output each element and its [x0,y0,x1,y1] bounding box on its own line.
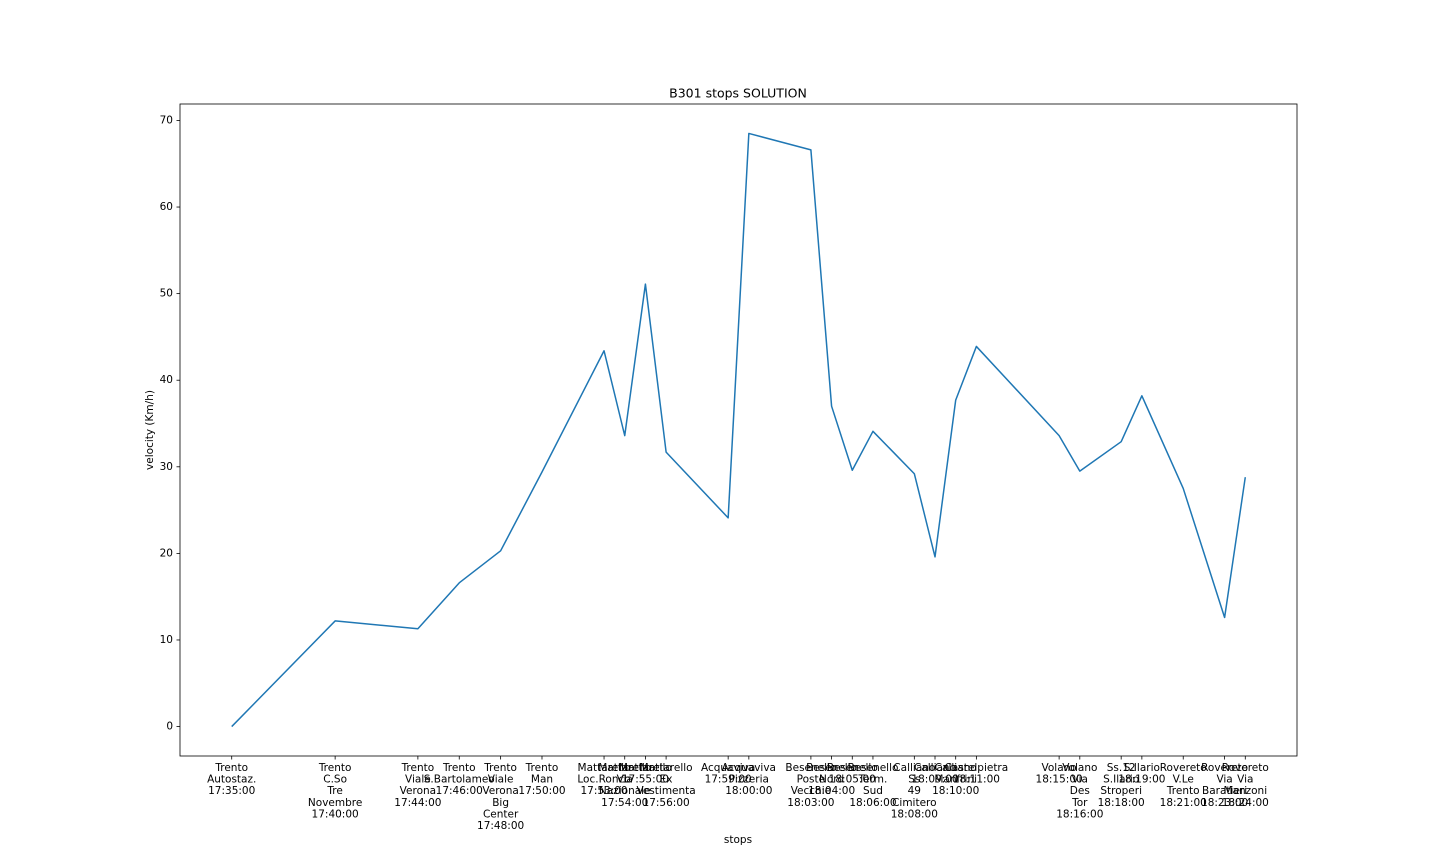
x-tick-label: Besenello Poste Vecchie 18:03:00 [785,762,836,809]
x-tick-label: Mattarello 17:55:00 [619,762,672,786]
chart-title: B301 stops SOLUTION [669,86,807,101]
x-tick-label: Trento S.Bartolameo 17:46:00 [424,762,495,797]
x-tick-label: Trento C.So Tre Novembre 17:40:00 [308,762,362,820]
x-tick-label: Rovereto Via Baratieri 18:23:00 [1201,762,1248,809]
y-axis-label: velocity (Km/h) [144,390,156,470]
x-tick-label: Trento Man 17:50:00 [518,762,565,797]
x-tick-label: Rovereto Via Manzoni 18:24:00 [1222,762,1269,809]
plot-frame [179,103,1298,757]
y-tick-label: 20 [160,547,173,559]
x-tick-label: Ss.12 S.Ilario Stroperi 18:18:00 [1098,762,1145,809]
x-tick-label: Calliano 18:09:00 [911,762,958,786]
x-tick-label: Rovereto V.Le Trento 18:21:00 [1160,762,1207,809]
y-tick-label: 70 [160,114,173,126]
x-tick-label: Trento Autostaz. 17:35:00 [207,762,256,797]
x-tick-label: Volano 18:15:00 [1036,762,1083,786]
x-tick-label: Acquaviva Pizzeria 18:00:00 [722,762,776,797]
y-tick-label: 10 [160,634,173,646]
y-tick-label: 50 [160,288,173,300]
x-tick-label: Calliano Manfrini 18:10:00 [932,762,979,797]
line-series [231,132,1247,728]
y-tick-label: 40 [160,374,173,386]
y-tick-label: 60 [160,201,173,213]
x-tick-label: Castelpietra 18:11:00 [945,762,1009,786]
y-tick-label: 30 [160,461,173,473]
x-tick-label: S.Ilario 18:19:00 [1118,762,1165,786]
y-tick-label: 0 [166,721,173,733]
x-tick-label: Calliano Ss 49 Cimitero 18:08:00 [891,762,938,820]
x-tick-label: Volano Via Des Tor 18:16:00 [1056,762,1103,820]
x-tick-label: Besenello 18:05:00 [827,762,878,786]
x-tick-label: Acquaviva 17:59:00 [701,762,755,786]
x-tick-label: Besenello Nord 18:04:00 [806,762,857,797]
x-tick-label: Mattarello Ex Vestimenta 17:56:00 [636,762,695,809]
x-axis-label: stops [724,834,752,846]
x-tick-label: Besenello Term. Sud 18:06:00 [847,762,898,809]
x-tick-label: Mattarello Via Nazionale 17:54:00 [598,762,651,809]
x-tick-label: Trento Viale Verona Big Center 17:48:00 [477,762,524,832]
x-tick-label: Trento Viale Verona 17:44:00 [394,762,441,809]
x-tick-label: Mattarello Loc.Ronco 17:53:00 [577,762,630,797]
